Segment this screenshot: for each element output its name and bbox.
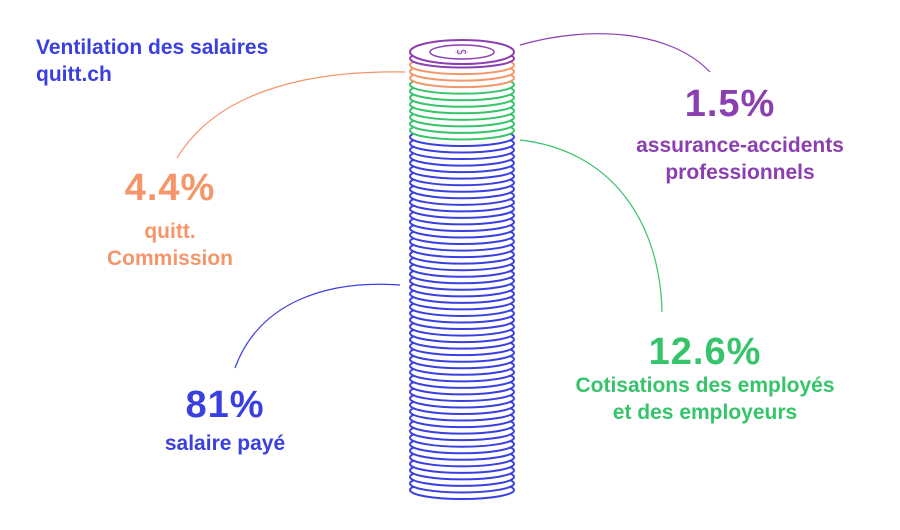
chart-title-line2: quitt.ch (36, 63, 112, 86)
connector-contrib (519, 139, 663, 313)
pct-commission: 4.4% (124, 167, 216, 209)
pct-contrib: 12.6% (648, 331, 762, 373)
label-salary: salaire payé (125, 430, 325, 457)
pct-insurance: 1.5% (684, 83, 776, 125)
connector-salary (234, 283, 401, 369)
label-commission-line1: quitt. (144, 220, 196, 243)
connector-insurance (519, 33, 711, 73)
chart-title: Ventilation des salaires quitt.ch (36, 34, 268, 88)
label-commission: quitt. Commission (70, 218, 270, 272)
chart-title-line1: Ventilation des salaires (36, 36, 269, 59)
label-contrib-line1: Cotisations des employés (575, 374, 835, 397)
coin-inner-ring (429, 44, 495, 60)
label-contrib: Cotisations des employés et des employeu… (545, 372, 865, 426)
label-insurance-line2: professionnels (665, 161, 815, 184)
coin-top-face (409, 39, 515, 65)
connector-commission (176, 71, 406, 159)
label-salary-line1: salaire payé (164, 432, 286, 455)
label-insurance: assurance-accidents professionnels (600, 132, 880, 186)
label-contrib-line2: et des employeurs (612, 401, 798, 424)
dollar-sign-icon: $ (454, 49, 470, 55)
label-commission-line2: Commission (106, 247, 234, 270)
pct-salary: 81% (185, 384, 265, 426)
label-insurance-line1: assurance-accidents (636, 134, 844, 157)
